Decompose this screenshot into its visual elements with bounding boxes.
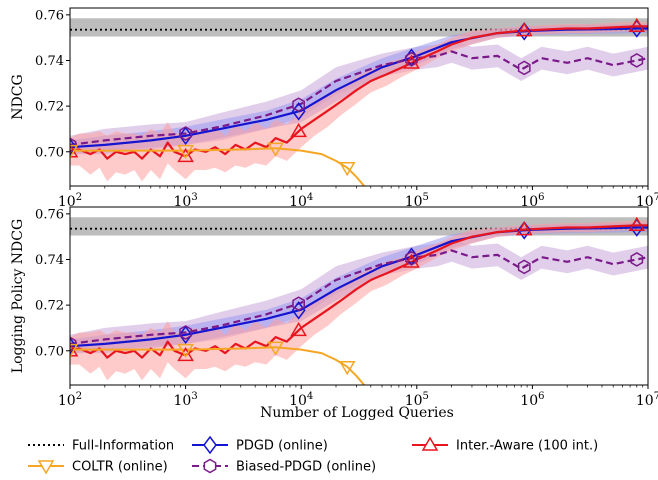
biased-marker	[405, 250, 418, 266]
inter-marker	[290, 321, 307, 337]
x-tick-label: 103	[173, 192, 197, 210]
x-axis-label: Number of Logged Queries	[260, 405, 454, 421]
legend-item-biased: Biased-PDGD (online)	[192, 458, 376, 475]
coltr-marker	[267, 341, 284, 356]
biased-marker	[292, 296, 305, 312]
x-tick-label: 107	[636, 192, 658, 210]
inter-marker	[403, 54, 420, 69]
biased-marker	[405, 51, 418, 67]
pdgd-marker	[517, 22, 532, 41]
legend-label: PDGD (online)	[236, 439, 328, 454]
coltr-marker	[267, 142, 284, 157]
coltr-marker	[70, 144, 79, 160]
legend-item-pdgd: PDGD (online)	[192, 435, 328, 455]
x-tick-label: 105	[405, 192, 429, 210]
legend-item-inter: Inter.-Aware (100 int.)	[412, 436, 598, 454]
axes-frame	[69, 206, 649, 386]
legend-label: Inter.-Aware (100 int.)	[456, 439, 598, 454]
y-tick-label: 0.74	[35, 54, 64, 69]
x-tick-label: 102	[58, 391, 82, 409]
legend: Full-Information COLTR (online) PDGD (onli…	[28, 435, 598, 475]
pdgd-marker	[70, 137, 77, 157]
legend-item-full: Full-Information	[28, 439, 174, 454]
legend-marker	[203, 458, 217, 474]
biased-marker	[179, 325, 192, 340]
pdgd-confidence-band	[70, 24, 648, 155]
inter-marker	[403, 253, 420, 268]
biased-marker	[517, 60, 531, 76]
inter-marker	[628, 17, 646, 33]
inter-marker	[290, 122, 307, 138]
y-tick-label: 0.76	[35, 8, 64, 23]
y-axis-label: Logging Policy NDCG	[10, 219, 26, 373]
legend-label: COLTR (online)	[72, 460, 168, 475]
coltr-marker	[70, 343, 79, 359]
y-axis-label: NDCG	[10, 74, 26, 119]
x-tick-label: 106	[520, 192, 544, 210]
y-tick-label: 0.72	[35, 299, 64, 314]
x-tick-label: 106	[520, 391, 544, 409]
y-tick-label: 0.76	[35, 207, 64, 222]
coltr-marker	[338, 360, 356, 376]
axes-frame	[69, 7, 649, 187]
pdgd-marker	[70, 336, 77, 356]
legend-label: Full-Information	[72, 439, 174, 454]
biased-marker	[179, 126, 192, 141]
x-tick-label: 103	[173, 391, 197, 409]
x-tick-label: 105	[405, 391, 429, 409]
biased-marker	[517, 259, 531, 275]
inter-marker	[177, 147, 194, 163]
y-tick-label: 0.72	[35, 100, 64, 115]
inter-marker	[177, 346, 194, 362]
plot-area	[70, 216, 648, 385]
y-tick-label: 0.74	[35, 253, 64, 268]
biased-marker	[630, 252, 644, 267]
legend-marker	[421, 436, 439, 451]
pdgd-marker	[517, 221, 532, 240]
x-tick-label: 102	[58, 192, 82, 210]
legend-item-coltr: COLTR (online)	[28, 460, 168, 475]
biased-marker	[630, 53, 644, 68]
legend-marker	[203, 435, 217, 455]
biased-marker	[70, 336, 77, 352]
x-tick-label: 104	[289, 391, 313, 409]
inter-confidence-band	[70, 21, 648, 182]
inter-marker	[515, 22, 533, 37]
legend-label: Biased-PDGD (online)	[236, 460, 376, 475]
biased-marker	[70, 137, 77, 153]
coltr-marker	[177, 144, 194, 160]
x-tick-label: 107	[636, 391, 658, 409]
pdgd-marker	[178, 126, 193, 146]
pdgd-marker	[178, 325, 193, 345]
biased-marker	[292, 97, 305, 113]
coltr-marker	[177, 343, 194, 359]
inter-marker	[515, 221, 533, 236]
coltr-marker	[338, 161, 356, 177]
legend-marker	[37, 460, 55, 475]
y-tick-label: 0.70	[35, 344, 64, 359]
bottom-panel: 0.70 0.72 0.74 0.76 102 103 104 105 106 107 Loggin…	[10, 206, 658, 409]
x-tick-label: 104	[289, 192, 313, 210]
plot-area	[70, 17, 648, 186]
inter-confidence-band	[70, 220, 648, 381]
y-tick-label: 0.70	[35, 145, 64, 160]
inter-marker	[628, 216, 646, 232]
top-panel: 0.70 0.72 0.74 0.76 102 103 104 105 106 107 NDCG	[10, 7, 658, 210]
